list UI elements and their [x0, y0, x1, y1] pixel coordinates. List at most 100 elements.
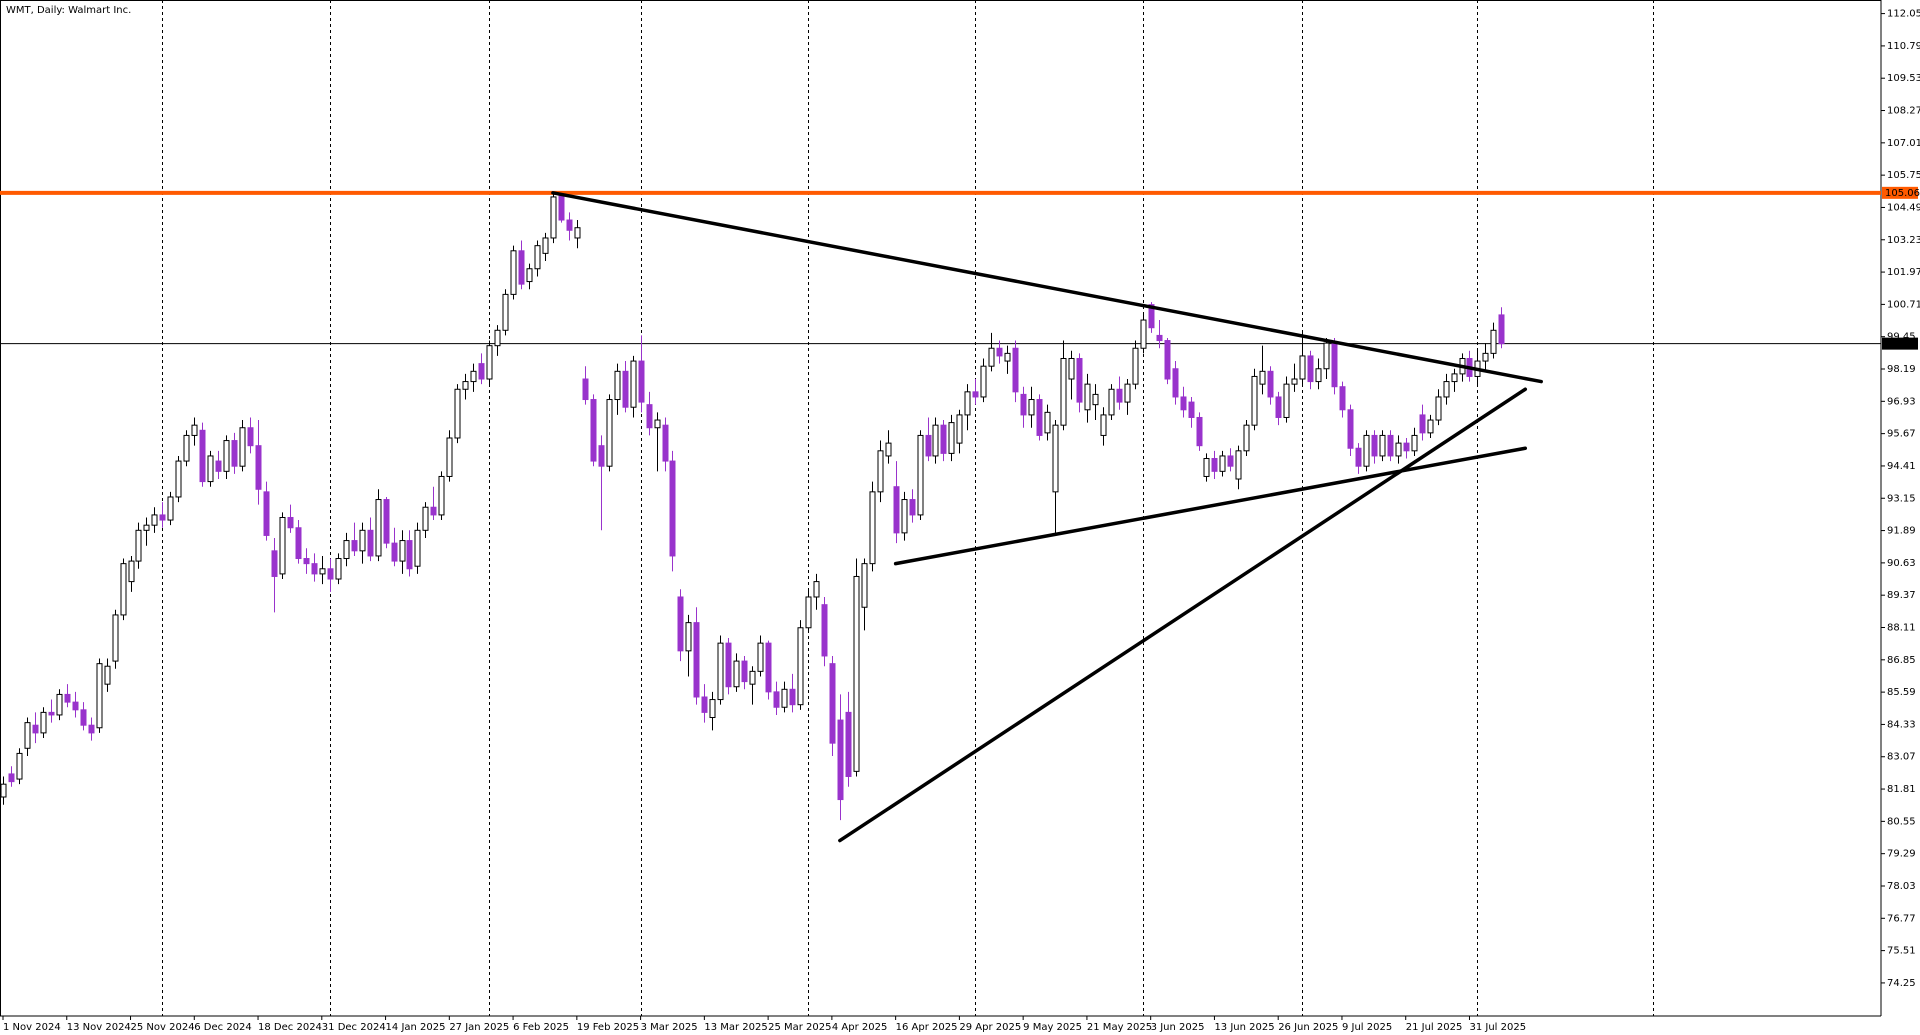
- candle-body: [1451, 373, 1458, 383]
- candle-body: [940, 424, 947, 454]
- candle-body: [438, 475, 445, 516]
- candle-body: [0, 783, 7, 798]
- last-price-label: 99.18: [1885, 339, 1914, 350]
- y-tick-label: 108.27: [1887, 106, 1920, 117]
- x-tick-label: 13 Nov 2024: [67, 1022, 131, 1033]
- candle-body: [1068, 357, 1075, 380]
- candle-body: [518, 250, 525, 285]
- candle-body: [1331, 342, 1338, 388]
- x-tick-label: 3 Jun 2025: [1151, 1022, 1205, 1033]
- candle-body: [64, 693, 71, 703]
- candle-body: [1427, 419, 1434, 434]
- candle-body: [1443, 381, 1450, 398]
- y-tick-label: 95.67: [1887, 429, 1916, 440]
- candle-body: [550, 196, 557, 239]
- candle-body: [725, 642, 732, 688]
- candle-body: [1395, 442, 1402, 457]
- trendline: [838, 387, 1528, 843]
- candle-body: [1363, 434, 1370, 467]
- candle-body: [893, 486, 900, 534]
- candle-body: [414, 529, 421, 567]
- candle-body: [215, 460, 222, 472]
- candle-body: [622, 370, 629, 408]
- candle-body: [191, 424, 198, 436]
- candle-body: [462, 381, 469, 390]
- candle-body: [646, 404, 653, 429]
- candle-body: [614, 370, 621, 401]
- trendline: [893, 446, 1528, 566]
- candle-body: [120, 563, 127, 616]
- y-tick-label: 78.03: [1887, 881, 1916, 892]
- candle-body: [1052, 424, 1059, 493]
- candle-body: [239, 427, 246, 467]
- y-tick-label: 100.71: [1887, 299, 1920, 310]
- candle-body: [375, 499, 382, 557]
- candle-body: [1315, 368, 1322, 383]
- candle-body: [319, 568, 326, 575]
- candle-body: [861, 563, 868, 608]
- candle-body: [255, 445, 262, 490]
- y-tick-label: 110.79: [1887, 41, 1920, 52]
- candle-body: [829, 663, 836, 744]
- candle-body: [837, 719, 844, 801]
- candle-body: [1219, 455, 1226, 472]
- y-tick-label: 109.53: [1887, 73, 1920, 84]
- candle-body: [88, 724, 95, 734]
- y-tick-label: 91.89: [1887, 526, 1916, 537]
- candle-body: [207, 455, 214, 483]
- candle-body: [1004, 352, 1011, 362]
- candle-body: [925, 434, 932, 457]
- candle-body: [885, 442, 892, 457]
- y-tick-label: 81.81: [1887, 784, 1916, 795]
- candle-body: [956, 414, 963, 444]
- y-tick-label: 94.41: [1887, 461, 1916, 472]
- candle-body: [279, 516, 286, 575]
- x-tick-label: 13 Jun 2025: [1214, 1022, 1274, 1033]
- candle-body: [542, 237, 549, 254]
- candle-body: [685, 622, 692, 652]
- candle-body: [797, 627, 804, 706]
- y-tick-label: 96.93: [1887, 396, 1916, 407]
- candle-body: [781, 688, 788, 708]
- candle-body: [223, 440, 230, 472]
- candle-body: [558, 193, 565, 221]
- candle-body: [693, 622, 700, 698]
- candle-body: [48, 711, 55, 716]
- y-tick-label: 101.97: [1887, 267, 1920, 278]
- candle-body: [901, 499, 908, 534]
- candle-body: [1419, 414, 1426, 434]
- candle-body: [159, 514, 166, 521]
- candle-body: [765, 642, 772, 693]
- candle-body: [1387, 434, 1394, 457]
- y-tick-label: 105.75: [1887, 170, 1920, 181]
- y-tick-label: 90.63: [1887, 558, 1916, 569]
- candle-body: [359, 529, 366, 552]
- candle-body: [845, 711, 852, 777]
- candle-body: [1012, 347, 1019, 393]
- x-tick-label: 18 Dec 2024: [258, 1022, 322, 1033]
- candle-body: [574, 227, 581, 239]
- candle-body: [1347, 409, 1354, 449]
- candle-body: [1076, 357, 1083, 403]
- y-tick-label: 79.29: [1887, 849, 1916, 860]
- y-tick-label: 76.77: [1887, 913, 1916, 924]
- candle-body: [40, 711, 47, 734]
- candle-body: [295, 527, 302, 560]
- candle-body: [287, 516, 294, 529]
- candle-body: [1435, 396, 1442, 421]
- candle-body: [16, 752, 23, 780]
- x-tick-label: 27 Jan 2025: [449, 1022, 509, 1033]
- candle-body: [1124, 383, 1131, 403]
- candle-body: [1044, 411, 1051, 434]
- candle-body: [821, 604, 828, 657]
- candle-body: [96, 663, 103, 729]
- chart-title: WMT, Daily: Walmart Inc.: [6, 5, 131, 16]
- candle-body: [1172, 368, 1179, 398]
- candle-body: [1498, 314, 1505, 345]
- candle-body: [606, 399, 613, 467]
- candle-body: [1196, 416, 1203, 447]
- candle-body: [980, 365, 987, 398]
- x-tick-label: 31 Jul 2025: [1469, 1022, 1526, 1033]
- candle-body: [175, 460, 182, 498]
